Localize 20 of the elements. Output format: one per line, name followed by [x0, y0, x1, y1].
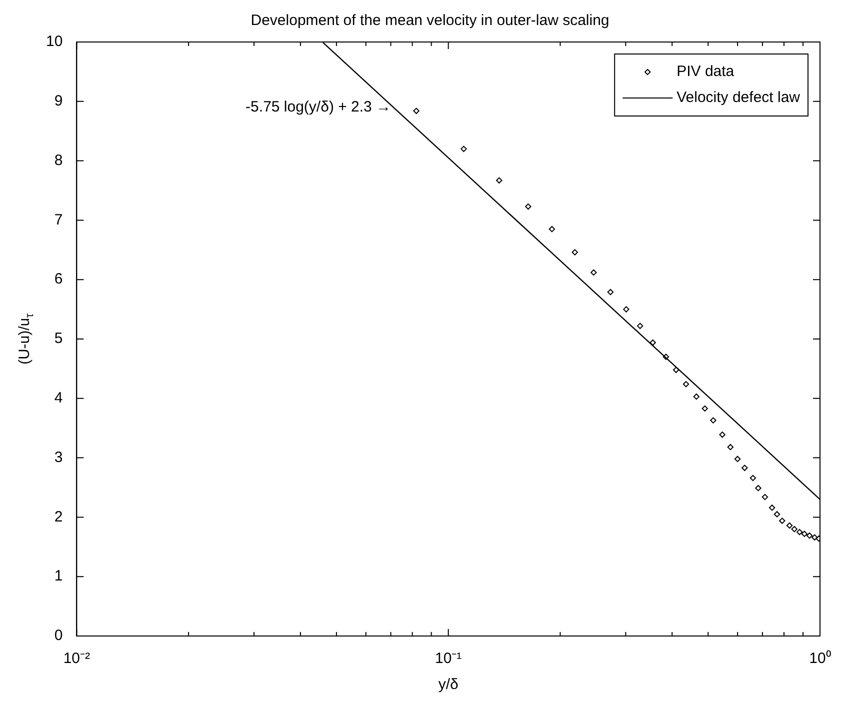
- x-tick-label: 10⁰: [809, 650, 831, 668]
- x-tick-label: 10⁻²: [63, 650, 90, 668]
- y-tick-label: 3: [54, 448, 63, 466]
- y-tick-label: 0: [54, 627, 63, 644]
- x-axis-title: y/δ: [438, 676, 458, 694]
- y-tick-label: 9: [54, 92, 63, 110]
- y-tick-label: 10: [46, 33, 63, 50]
- y-tick-label: 4: [54, 390, 63, 407]
- legend-label: PIV data: [676, 63, 735, 80]
- chart-title: Development of the mean velocity in outer-law scaling: [250, 12, 610, 30]
- y-tick-label: 1: [54, 568, 63, 585]
- y-tick-label: 2: [54, 508, 63, 526]
- y-axis-title: (U-u)/uτ: [16, 312, 36, 365]
- legend-label: Velocity defect law: [676, 89, 800, 106]
- y-tick-label: 8: [54, 152, 63, 169]
- y-tick-label: 6: [54, 270, 63, 288]
- y-tick-label: 5: [54, 330, 63, 348]
- y-tick-label: 7: [54, 211, 63, 228]
- annotation: -5.75 log(y/δ) + 2.3 →: [246, 98, 392, 116]
- x-tick-label: 10⁻¹: [435, 650, 462, 668]
